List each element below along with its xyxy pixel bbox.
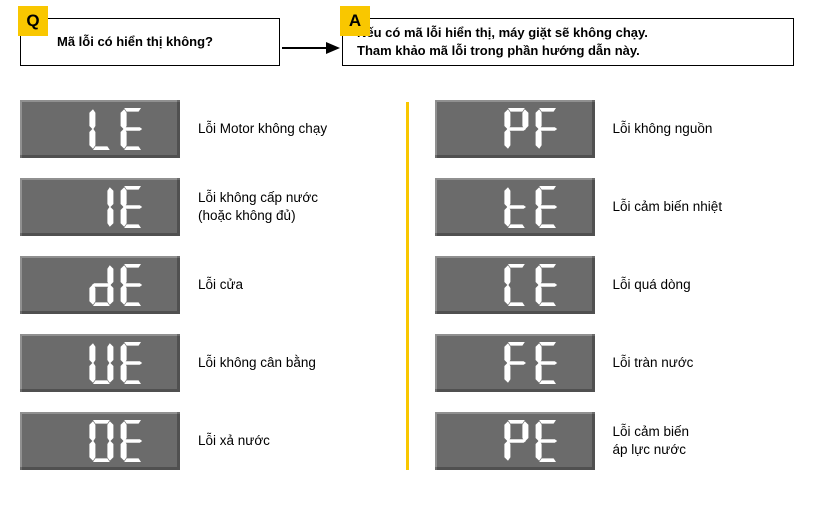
lcd-display (20, 412, 180, 470)
answer-line2: Tham khảo mã lỗi trong phần hướng dẫn nà… (357, 42, 779, 60)
lcd-display (435, 412, 595, 470)
code-row: Lỗi quá dòng (435, 256, 795, 314)
lcd-display (435, 334, 595, 392)
question-block: Q Mã lỗi có hiển thị không? (20, 18, 280, 66)
lcd-display (20, 334, 180, 392)
code-label: Lỗi cảm biến nhiệt (613, 198, 723, 216)
code-label: Lỗi không cân bằng (198, 354, 316, 372)
code-row: Lỗi không cân bằng (20, 334, 380, 392)
q-tag: Q (18, 6, 48, 36)
answer-block: A Nếu có mã lỗi hiển thị, máy giặt sẽ kh… (342, 18, 794, 66)
lcd-display (435, 256, 595, 314)
lcd-display (435, 178, 595, 236)
code-row: Lỗi cảm biếnáp lực nước (435, 412, 795, 470)
code-label: Lỗi quá dòng (613, 276, 691, 294)
code-row: Lỗi không cấp nước(hoặc không đủ) (20, 178, 380, 236)
code-row: Lỗi Motor không chạy (20, 100, 380, 158)
qa-row: Q Mã lỗi có hiển thị không? A Nếu có mã … (20, 18, 794, 72)
code-label-sub: (hoặc không đủ) (198, 207, 318, 225)
question-text: Mã lỗi có hiển thị không? (57, 33, 213, 51)
code-row: Lỗi cảm biến nhiệt (435, 178, 795, 236)
code-label: Lỗi tràn nước (613, 354, 694, 372)
question-box: Mã lỗi có hiển thị không? (20, 18, 280, 66)
code-row: Lỗi cửa (20, 256, 380, 314)
answer-line1: Nếu có mã lỗi hiển thị, máy giặt sẽ khôn… (357, 24, 779, 42)
a-tag: A (340, 6, 370, 36)
code-label: Lỗi Motor không chạy (198, 120, 327, 138)
code-label: Lỗi không cấp nước(hoặc không đủ) (198, 189, 318, 224)
code-label: Lỗi không nguồn (613, 120, 713, 138)
error-codes: Lỗi Motor không chạy Lỗi không cấp nước(h… (20, 100, 794, 470)
lcd-display (20, 178, 180, 236)
code-label: Lỗi cảm biếnáp lực nước (613, 423, 690, 458)
answer-box: Nếu có mã lỗi hiển thị, máy giặt sẽ khôn… (342, 18, 794, 66)
codes-column-left: Lỗi Motor không chạy Lỗi không cấp nước(h… (20, 100, 406, 470)
code-row: Lỗi không nguồn (435, 100, 795, 158)
lcd-display (435, 100, 595, 158)
codes-column-right: Lỗi không nguồn Lỗi cảm biến nhiệt Lỗi quá… (409, 100, 795, 470)
code-label: Lỗi cửa (198, 276, 243, 294)
lcd-display (20, 256, 180, 314)
lcd-display (20, 100, 180, 158)
code-label-sub: áp lực nước (613, 441, 690, 459)
code-row: Lỗi xả nước (20, 412, 380, 470)
code-label: Lỗi xả nước (198, 432, 270, 450)
code-row: Lỗi tràn nước (435, 334, 795, 392)
arrow (280, 24, 342, 72)
